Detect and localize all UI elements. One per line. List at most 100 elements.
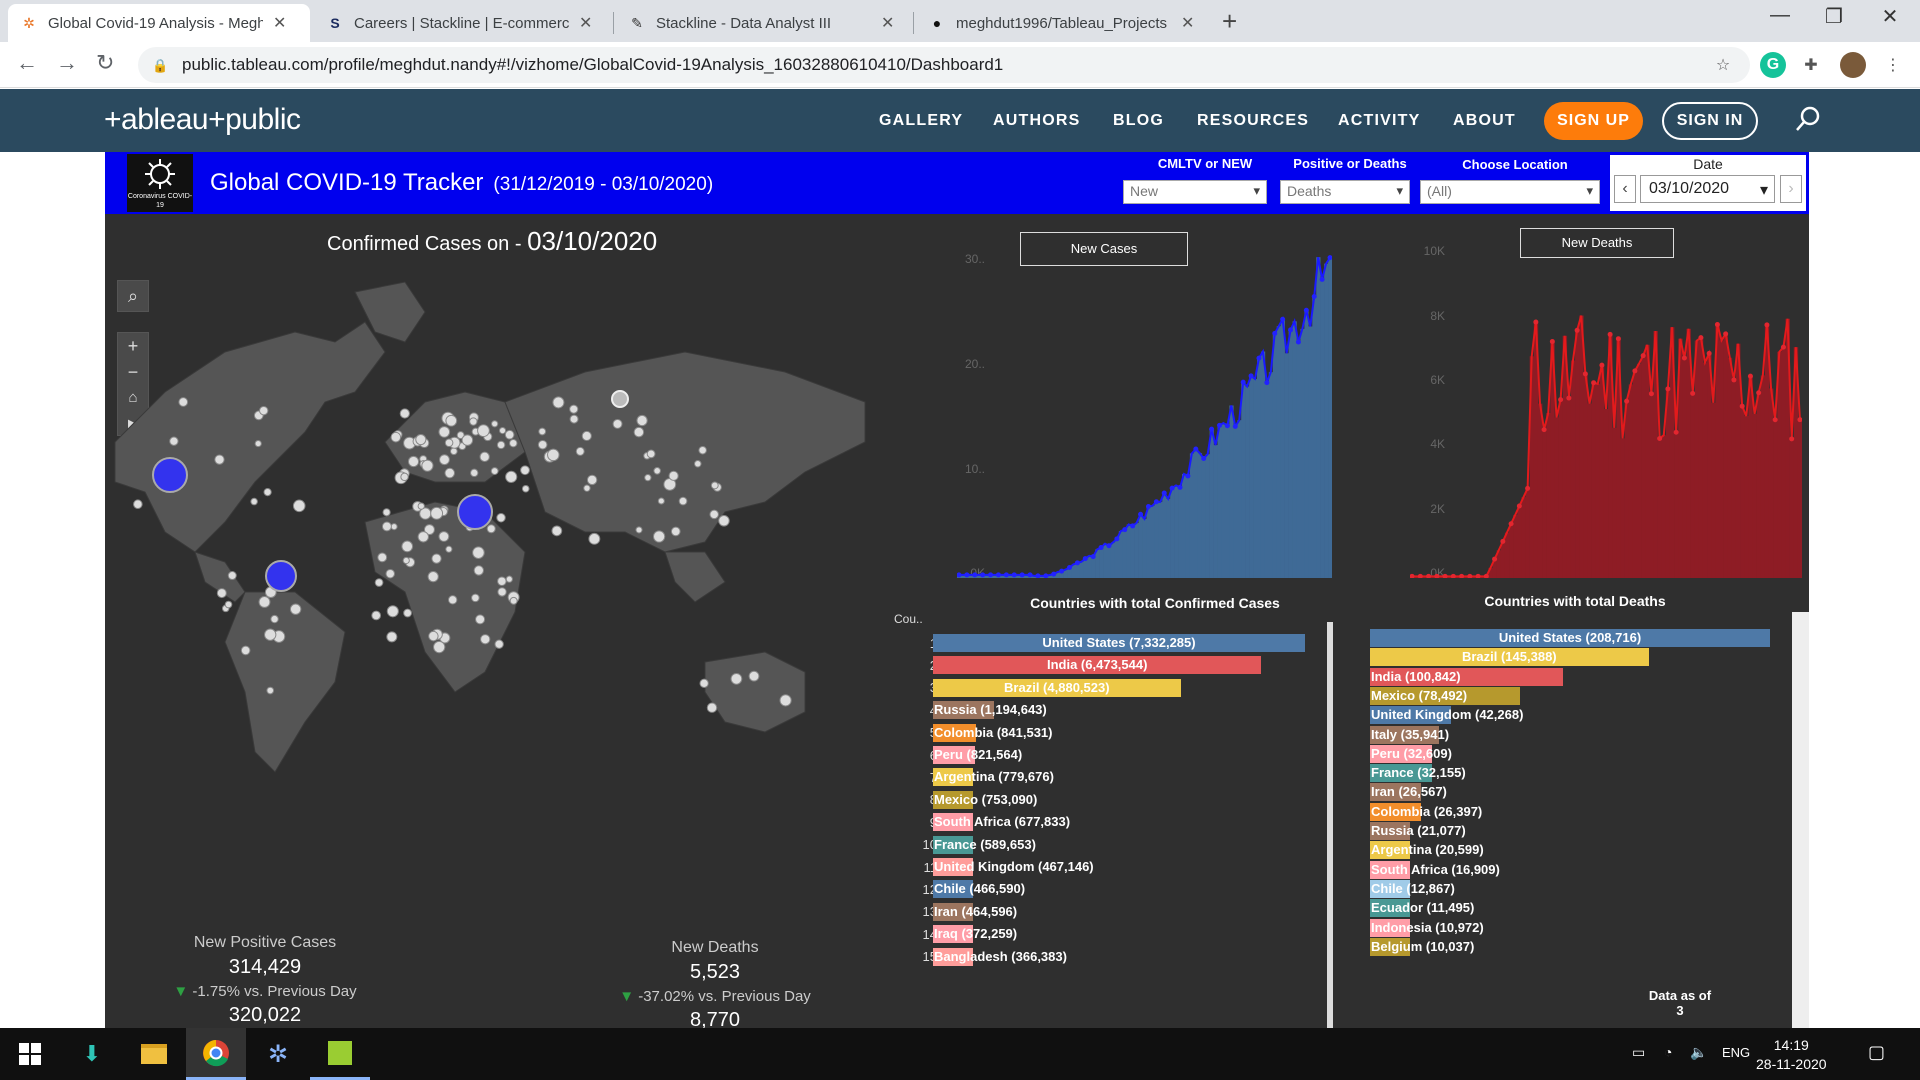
nav-authors[interactable]: AUTHORS — [993, 112, 1081, 129]
location-select[interactable]: (All) — [1420, 180, 1600, 204]
table-row[interactable]: 3Brazil (4,880,523) — [105, 677, 1181, 699]
table-row[interactable]: 12 Chile (466,590) — [105, 878, 1025, 900]
nav-about[interactable]: ABOUT — [1453, 112, 1516, 129]
nav-resources[interactable]: RESOURCES — [1197, 112, 1310, 129]
app-launcher-icon[interactable]: ⬇ — [82, 1041, 102, 1066]
tableau-public-logo[interactable]: +ableau+public — [104, 103, 301, 136]
deaths-scrollbar[interactable] — [1792, 612, 1809, 1028]
battery-icon[interactable]: ▭ — [1632, 1044, 1646, 1060]
extensions-icon[interactable]: ✚ — [1804, 57, 1818, 74]
table-row[interactable]: 6Peru (821,564) — [105, 744, 1022, 766]
table-row[interactable]: 9South Africa (677,833) — [105, 811, 1070, 833]
chart-bar — [1793, 347, 1799, 578]
menu-icon[interactable]: ⋮ — [1885, 57, 1901, 74]
tab-stackline-analyst[interactable]: ✎ Stackline - Data Analyst III ✕ — [616, 4, 912, 42]
nav-activity[interactable]: ACTIVITY — [1338, 112, 1421, 129]
avatar[interactable] — [1840, 52, 1866, 78]
minimize-icon[interactable]: — — [1770, 4, 1790, 26]
table-row[interactable]: 2Brazil (145,388) — [105, 646, 1649, 668]
world-map[interactable] — [105, 252, 895, 852]
country-marker — [400, 472, 409, 482]
date-next-button[interactable]: › — [1780, 175, 1802, 203]
new-deaths-chart[interactable] — [1410, 242, 1802, 578]
table-row[interactable]: 10 France (589,653) — [105, 834, 1036, 856]
table-row[interactable]: 8France (32,155) — [105, 762, 1466, 784]
close-tab-icon[interactable]: ✕ — [579, 15, 593, 32]
table-row[interactable]: 15 Bangladesh (366,383) — [105, 946, 1067, 968]
tab-stackline-careers[interactable]: S Careers | Stackline | E-commerce ✕ — [314, 4, 610, 42]
table-row[interactable]: 8Mexico (753,090) — [105, 789, 1037, 811]
table-row[interactable]: 6Italy (35,941) — [105, 724, 1449, 746]
table-row[interactable]: 4Russia (1,194,643) — [105, 699, 1047, 721]
nav-gallery[interactable]: GALLERY — [879, 112, 964, 129]
table-row[interactable]: 4Mexico (78,492) — [105, 685, 1521, 707]
table-row[interactable]: 7Peru (32,609) — [105, 743, 1452, 765]
address-bar[interactable]: 🔒 public.tableau.com/profile/meghdut.nan… — [138, 47, 1750, 83]
table-row[interactable]: 15Ecuador (11,495) — [105, 897, 1474, 919]
search-icon[interactable] — [1794, 105, 1822, 133]
table-row[interactable]: 16Indonesia (10,972) — [105, 917, 1484, 939]
network-icon[interactable]: ◔ — [1664, 1044, 1673, 1060]
table-row[interactable]: 9Iran (26,567) — [105, 781, 1447, 803]
file-explorer-icon[interactable] — [124, 1028, 184, 1080]
country-marker — [552, 396, 565, 409]
table-row[interactable]: 2India (6,473,544) — [105, 654, 1262, 676]
table-row[interactable]: 14 Iraq (372,259) — [105, 923, 1017, 945]
snipping-tool-icon[interactable] — [310, 1028, 370, 1080]
chart-bar — [1122, 529, 1128, 578]
map-search-button[interactable]: ⌕ — [117, 280, 149, 312]
table-row[interactable]: 11Russia (21,077) — [105, 820, 1466, 842]
forward-icon[interactable]: → — [56, 50, 78, 75]
close-tab-icon[interactable]: ✕ — [881, 15, 895, 32]
new-tab-button[interactable]: + — [1222, 6, 1238, 36]
sign-in-button[interactable]: SIGN IN — [1662, 102, 1758, 140]
new-cases-chart[interactable] — [957, 232, 1332, 578]
cmltv-select[interactable]: New — [1123, 180, 1267, 204]
grammarly-icon[interactable]: G — [1760, 52, 1786, 78]
home-icon[interactable]: ⌂ — [128, 389, 138, 406]
table-row[interactable]: 5Colombia (841,531) — [105, 722, 1053, 744]
sign-up-button[interactable]: SIGN UP — [1544, 102, 1643, 140]
taskbar-clock[interactable]: 14:19 28-11-2020 — [1756, 1037, 1827, 1072]
date-input[interactable]: 03/10/2020 ▾ — [1640, 175, 1775, 203]
table-row[interactable]: 5United Kingdom (42,268) — [105, 704, 1523, 726]
tab-github[interactable]: ● meghdut1996/Tableau_Projects ✕ — [916, 4, 1212, 42]
cases-scrollbar[interactable] — [1327, 622, 1333, 1028]
table-row[interactable]: 7Argentina (779,676) — [105, 766, 1054, 788]
tableau-app-icon[interactable]: ✲ — [267, 1040, 289, 1068]
star-icon[interactable]: ☆ — [1715, 57, 1731, 74]
zoom-in-button[interactable]: + — [127, 336, 139, 356]
chart-point — [1739, 403, 1745, 409]
table-row[interactable]: 11 United Kingdom (467,146) — [105, 856, 1094, 878]
volume-icon[interactable]: 🔈 — [1690, 1044, 1708, 1060]
down-triangle-icon: ▼ — [173, 983, 193, 1000]
table-row[interactable]: 3India (100,842) — [105, 666, 1564, 688]
date-prev-button[interactable]: ‹ — [1614, 175, 1636, 203]
notification-icon[interactable]: ▢ — [1868, 1042, 1886, 1062]
tab-covid-analysis[interactable]: ✲ Global Covid-19 Analysis - Megh ✕ — [8, 4, 310, 42]
table-row[interactable]: 13South Africa (16,909) — [105, 859, 1500, 881]
zoom-out-button[interactable]: − — [127, 362, 139, 382]
chart-bar — [1529, 356, 1535, 578]
table-row[interactable]: 13 Iran (464,596) — [105, 901, 1017, 923]
new-deaths-label: New Deaths — [1520, 228, 1674, 258]
bar-label: Bangladesh (366,383) — [934, 948, 1067, 964]
country-marker — [470, 468, 479, 478]
windows-start-icon[interactable] — [0, 1028, 60, 1080]
table-row[interactable]: 14Chile (12,867) — [105, 878, 1455, 900]
nav-blog[interactable]: BLOG — [1113, 112, 1165, 129]
table-row[interactable]: 10Colombia (26,397) — [105, 801, 1482, 823]
reload-icon[interactable]: ↻ — [96, 50, 115, 75]
close-window-icon[interactable]: ✕ — [1881, 6, 1899, 28]
chrome-icon[interactable] — [186, 1028, 246, 1080]
language-indicator[interactable]: ENG — [1722, 1045, 1751, 1060]
table-row[interactable]: 12Argentina (20,599) — [105, 839, 1484, 861]
positive-deaths-select[interactable]: Deaths — [1280, 180, 1410, 204]
table-row[interactable]: 17Belgium (10,037) — [105, 936, 1474, 958]
maximize-icon[interactable]: ❐ — [1825, 6, 1843, 28]
close-tab-icon[interactable]: ✕ — [273, 15, 287, 32]
back-icon[interactable]: ← — [16, 50, 38, 75]
close-tab-icon[interactable]: ✕ — [1181, 15, 1195, 32]
